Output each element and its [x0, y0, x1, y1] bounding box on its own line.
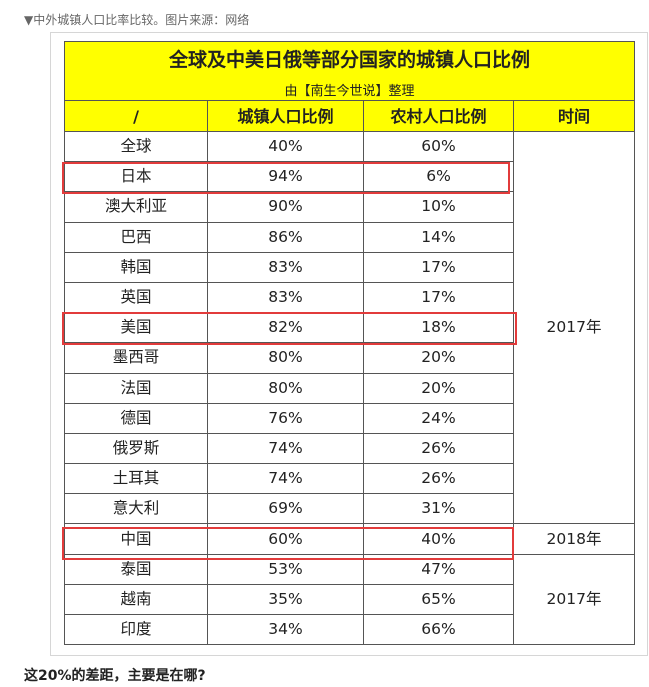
country-cell: 泰国: [64, 553, 208, 585]
rural-cell: 66%: [363, 613, 514, 646]
table-row: 巴西 86% 14%: [64, 221, 635, 253]
table-title-cell: 全球及中美日俄等部分国家的城镇人口比例 由【南生今世说】整理: [63, 41, 636, 101]
header-rural: 农村人口比例: [363, 100, 514, 132]
urban-cell: 74%: [207, 463, 364, 495]
country-cell: 日本: [64, 161, 208, 193]
country-cell: 中国: [64, 523, 208, 555]
country-cell: 澳大利亚: [64, 191, 208, 223]
year-cell: 2017年: [512, 130, 636, 525]
urban-cell: 69%: [207, 493, 364, 525]
urban-cell: 34%: [207, 613, 364, 646]
table-row: 全球 40% 60% 2017年: [64, 130, 636, 525]
table-row: 意大利 69% 31%: [64, 493, 635, 525]
header-urban: 城镇人口比例: [207, 100, 364, 132]
rural-cell: 20%: [363, 342, 514, 374]
table-row: 日本 94% 6%: [64, 161, 635, 193]
rural-cell: 65%: [363, 583, 514, 616]
rural-cell: 47%: [363, 553, 514, 585]
urban-cell: 35%: [207, 583, 364, 616]
rural-cell: 60%: [363, 130, 514, 163]
country-cell: 巴西: [64, 221, 208, 253]
country-cell: 土耳其: [64, 463, 208, 495]
table-row: 法国 80% 20%: [64, 372, 635, 404]
table-row: 泰国 53% 47% 2017年: [64, 553, 636, 646]
rural-cell: 18%: [363, 312, 514, 344]
urban-cell: 82%: [207, 312, 364, 344]
urban-cell: 86%: [207, 221, 364, 253]
urban-cell: 80%: [207, 342, 364, 374]
table-header-row: / 城镇人口比例 农村人口比例 时间: [64, 100, 636, 132]
rural-cell: 40%: [363, 523, 514, 555]
country-cell: 德国: [64, 402, 208, 434]
rural-cell: 14%: [363, 221, 514, 253]
urban-cell: 94%: [207, 161, 364, 193]
rural-cell: 20%: [363, 372, 514, 404]
rural-cell: 17%: [363, 281, 514, 314]
country-cell: 韩国: [64, 251, 208, 283]
table-row: 韩国 83% 17%: [64, 251, 635, 283]
rural-cell: 26%: [363, 432, 514, 465]
table-row: 印度 34% 66%: [64, 613, 635, 646]
header-year: 时间: [512, 100, 636, 132]
urban-cell: 80%: [207, 372, 364, 404]
table-title: 全球及中美日俄等部分国家的城镇人口比例: [169, 49, 531, 71]
table-row: 英国 83% 17%: [64, 281, 635, 314]
table-row: 越南 35% 65%: [64, 583, 635, 616]
country-cell: 全球: [64, 130, 208, 163]
question-text: 这20%的差距，主要是在哪?: [24, 668, 206, 684]
urban-cell: 74%: [207, 432, 364, 465]
country-cell: 俄罗斯: [64, 432, 208, 465]
year-cell: 2018年: [512, 523, 636, 555]
year-cell: 2017年: [512, 553, 636, 646]
country-cell: 法国: [64, 372, 208, 404]
table-subtitle: 由【南生今世说】整理: [284, 84, 415, 99]
country-cell: 美国: [64, 312, 208, 344]
table-row: 墨西哥 80% 20%: [64, 342, 635, 374]
table-title-row: 全球及中美日俄等部分国家的城镇人口比例 由【南生今世说】整理: [63, 41, 636, 101]
urban-cell: 40%: [207, 130, 364, 163]
urban-cell: 83%: [207, 281, 364, 314]
urban-cell: 76%: [207, 402, 364, 434]
country-cell: 意大利: [64, 493, 208, 525]
table-row: 澳大利亚 90% 10%: [64, 191, 635, 223]
image-caption: ▼中外城镇人口比率比较。图片来源：网络: [24, 13, 250, 27]
rural-cell: 26%: [363, 463, 514, 495]
urban-population-table: 全球及中美日俄等部分国家的城镇人口比例 由【南生今世说】整理 / 城镇人口比例 …: [63, 41, 636, 646]
country-cell: 越南: [64, 583, 208, 616]
rural-cell: 17%: [363, 251, 514, 283]
urban-cell: 60%: [207, 523, 364, 555]
table-row: 美国 82% 18%: [64, 312, 635, 344]
table-row: 中国 60% 40% 2018年: [64, 523, 636, 555]
country-cell: 英国: [64, 281, 208, 314]
header-country: /: [64, 100, 208, 132]
country-cell: 墨西哥: [64, 342, 208, 374]
urban-cell: 53%: [207, 553, 364, 585]
rural-cell: 24%: [363, 402, 514, 434]
country-cell: 印度: [64, 613, 208, 646]
rural-cell: 10%: [363, 191, 514, 223]
urban-cell: 83%: [207, 251, 364, 283]
rural-cell: 6%: [363, 161, 514, 193]
rural-cell: 31%: [363, 493, 514, 525]
urban-cell: 90%: [207, 191, 364, 223]
